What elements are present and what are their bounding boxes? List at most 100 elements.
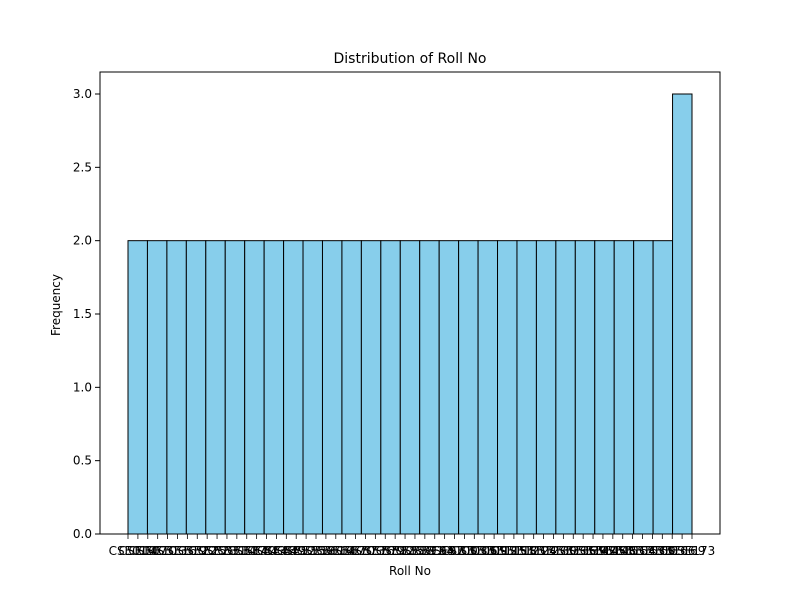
y-tick-label: 1.5 — [73, 307, 92, 321]
x-tick-label: CSE136 — [550, 544, 596, 558]
x-tick-label: CSE91 — [405, 544, 444, 558]
x-tick-label: CSE70 — [336, 544, 375, 558]
histogram-bar — [633, 240, 654, 535]
x-tick-label: CSE46 — [257, 544, 296, 558]
histogram-bar — [341, 240, 362, 535]
y-tick-label: 2.0 — [73, 234, 92, 248]
histogram-bar — [166, 240, 187, 535]
y-tick-label: 0.5 — [73, 454, 92, 468]
x-tick-label: CSE04 — [118, 544, 157, 558]
x-tick-label: CSE109 — [461, 544, 507, 558]
x-tick-label: CSE173 — [669, 544, 715, 558]
x-tick-label: CSE31 — [208, 544, 247, 558]
x-tick-label: CSE01 — [109, 544, 148, 558]
x-tick-label: CSE169 — [659, 544, 705, 558]
histogram-bar — [613, 240, 635, 535]
histogram-bar — [244, 240, 265, 535]
histogram-bar — [438, 240, 460, 535]
chart-title: Distribution of Roll No — [333, 51, 486, 67]
x-tick-label: CSE154 — [609, 544, 655, 558]
x-axis-ticks: CSE01CSE04CSE07CSE10CSE13CSE16CSE19CSE22… — [109, 534, 715, 558]
y-tick-label: 3.0 — [73, 87, 92, 101]
x-tick-label: CSE79 — [366, 544, 405, 558]
x-tick-label: CSE19 — [168, 544, 207, 558]
x-tick-label: CSE139 — [560, 544, 606, 558]
histogram-bar — [224, 240, 246, 535]
x-tick-label: CSE16 — [158, 544, 197, 558]
x-tick-label: CSE58 — [297, 544, 336, 558]
x-tick-label: CSE124 — [510, 544, 556, 558]
x-tick-label: CSE163 — [639, 544, 685, 558]
x-tick-label: CSE37 — [227, 544, 266, 558]
histogram-bar — [672, 93, 693, 535]
x-tick-label: CSE160 — [629, 544, 675, 558]
y-axis-label: Frequency — [49, 274, 63, 336]
histogram-bar — [380, 240, 401, 535]
x-tick-label: CSE13 — [148, 544, 187, 558]
x-tick-label: CSE61 — [306, 544, 345, 558]
x-tick-label: CSE73 — [346, 544, 385, 558]
x-tick-label: CSE88 — [396, 544, 435, 558]
x-tick-label: CSE34 — [217, 544, 256, 558]
histogram-bar — [263, 240, 285, 535]
histogram-bar — [594, 240, 615, 535]
x-tick-label: CSE127 — [520, 544, 566, 558]
x-tick-label: CSE85 — [386, 544, 425, 558]
x-tick-label: CSE82 — [376, 544, 415, 558]
x-tick-label: CSE148 — [590, 544, 636, 558]
histogram-bar — [477, 240, 499, 535]
histogram-bar — [399, 240, 421, 535]
x-tick-label: CSE112 — [471, 544, 517, 558]
x-tick-label: CSE52 — [277, 544, 316, 558]
x-tick-label: CSE43 — [247, 544, 286, 558]
histogram-bar — [516, 240, 537, 535]
x-tick-label: CSE157 — [619, 544, 665, 558]
histogram-bar — [652, 240, 674, 535]
x-tick-label: CSE100 — [431, 544, 477, 558]
plot-frame — [99, 71, 721, 535]
histogram-bar — [574, 240, 596, 535]
x-tick-label: CSE76 — [356, 544, 395, 558]
x-tick-label: CSE133 — [540, 544, 586, 558]
x-tick-label: CSE145 — [580, 544, 626, 558]
x-tick-label: CSE166 — [649, 544, 695, 558]
histogram-bar — [283, 240, 304, 535]
histogram-bar — [419, 240, 440, 535]
histogram-bar — [555, 240, 576, 535]
x-axis-label: Roll No — [389, 564, 431, 578]
x-tick-label: CSE121 — [501, 544, 547, 558]
histogram-bar — [127, 240, 148, 535]
y-axis-ticks: 0.0 0.5 1.0 1.5 2.0 2.5 3.0 — [73, 87, 100, 541]
histogram-bar — [535, 240, 557, 535]
x-tick-label: CSE22 — [178, 544, 217, 558]
x-tick-label: CSE49 — [267, 544, 306, 558]
histogram-bar — [205, 240, 226, 535]
x-tick-label: CSE28 — [198, 544, 237, 558]
x-tick-label: CSE40 — [237, 544, 276, 558]
histogram-bar — [185, 240, 207, 535]
histogram-bar — [302, 240, 323, 535]
x-tick-label: CSE25 — [188, 544, 227, 558]
x-tick-label: CSE64 — [316, 544, 355, 558]
x-tick-label: CSE10 — [138, 544, 177, 558]
histogram-bar — [360, 240, 382, 535]
y-tick-label: 0.0 — [73, 527, 92, 541]
x-tick-label: CSE130 — [530, 544, 576, 558]
x-tick-label: CSE94 — [415, 544, 454, 558]
x-tick-label: CSE106 — [451, 544, 497, 558]
x-tick-label: CSE97 — [425, 544, 464, 558]
x-tick-label: CSE55 — [287, 544, 326, 558]
x-tick-label: CSE115 — [481, 544, 527, 558]
x-tick-label: CSE07 — [128, 544, 167, 558]
x-tick-label: CSE103 — [441, 544, 487, 558]
x-tick-label: CSE118 — [491, 544, 537, 558]
x-tick-label: CSE151 — [599, 544, 645, 558]
histogram-bar — [321, 240, 343, 535]
histogram-bar — [497, 240, 518, 535]
x-tick-label: CSE67 — [326, 544, 365, 558]
histogram-bar — [458, 240, 479, 535]
y-tick-label: 1.0 — [73, 380, 92, 394]
x-tick-label: CSE142 — [570, 544, 616, 558]
